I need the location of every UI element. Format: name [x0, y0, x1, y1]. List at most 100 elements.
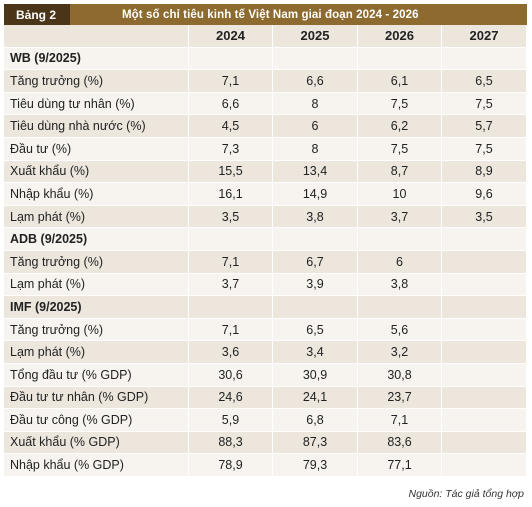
table-row: Tiêu dùng tư nhân (%) 6,6 8 7,5 7,5	[4, 92, 527, 116]
value-cell	[442, 341, 527, 364]
table-row: Nhập khẩu (% GDP) 78,9 79,3 77,1	[4, 454, 527, 477]
row-label: Xuất khẩu (% GDP)	[4, 431, 189, 455]
value-cell: 6,5	[273, 318, 358, 342]
value-cell: 6,2	[358, 115, 442, 138]
value-cell: 79,3	[273, 454, 358, 477]
value-cell: 30,9	[273, 363, 358, 387]
value-cell: 8	[273, 92, 358, 116]
value-cell: 24,6	[189, 386, 273, 410]
header-empty-cell	[4, 25, 189, 48]
value-cell: 7,1	[358, 409, 442, 432]
table-container: Bảng 2 Một số chỉ tiêu kinh tế Việt Nam …	[4, 4, 527, 477]
value-cell	[442, 273, 527, 297]
value-cell	[273, 228, 358, 251]
row-label: Tiêu dùng tư nhân (%)	[4, 92, 189, 116]
value-cell: 6,1	[358, 70, 442, 93]
row-label: Tăng trưởng (%)	[4, 70, 189, 93]
row-label: Nhập khẩu (% GDP)	[4, 454, 189, 477]
value-cell	[442, 47, 527, 71]
value-cell: 6,8	[273, 409, 358, 432]
value-cell	[442, 228, 527, 251]
value-cell: 16,1	[189, 183, 273, 206]
value-cell: 5,7	[442, 115, 527, 138]
group-label: IMF (9/2025)	[4, 296, 189, 319]
row-label: Đầu tư công (% GDP)	[4, 409, 189, 432]
row-label: Tăng trưởng (%)	[4, 250, 189, 274]
table-row: Tăng trưởng (%) 7,1 6,6 6,1 6,5	[4, 70, 527, 93]
value-cell: 30,8	[358, 363, 442, 387]
row-label: Đầu tư (%)	[4, 137, 189, 161]
table-title-bar: Bảng 2 Một số chỉ tiêu kinh tế Việt Nam …	[4, 4, 527, 25]
table-title: Một số chỉ tiêu kinh tế Việt Nam giai đo…	[122, 8, 419, 21]
group-label: ADB (9/2025)	[4, 228, 189, 251]
value-cell: 4,5	[189, 115, 273, 138]
table-row: Đầu tư tư nhân (% GDP) 24,6 24,1 23,7	[4, 386, 527, 410]
value-cell: 3,4	[273, 341, 358, 364]
value-cell: 5,9	[189, 409, 273, 432]
value-cell: 7,5	[358, 137, 442, 161]
value-cell: 13,4	[273, 160, 358, 184]
value-cell	[442, 363, 527, 387]
value-cell: 7,1	[189, 318, 273, 342]
value-cell: 15,5	[189, 160, 273, 184]
value-cell: 3,8	[358, 273, 442, 297]
table-row: Đầu tư công (% GDP) 5,9 6,8 7,1	[4, 409, 527, 432]
group-label: WB (9/2025)	[4, 47, 189, 71]
table-number-label: Bảng 2	[4, 4, 70, 25]
value-cell: 3,7	[358, 205, 442, 229]
value-cell	[189, 228, 273, 251]
table-row: Xuất khẩu (% GDP) 88,3 87,3 83,6	[4, 431, 527, 455]
value-cell: 6	[273, 115, 358, 138]
value-cell: 9,6	[442, 183, 527, 206]
value-cell: 6,6	[273, 70, 358, 93]
value-cell	[442, 318, 527, 342]
row-label: Đầu tư tư nhân (% GDP)	[4, 386, 189, 410]
table-row: Tăng trưởng (%) 7,1 6,7 6	[4, 250, 527, 274]
group-header-row: ADB (9/2025)	[4, 228, 527, 251]
value-cell: 6,6	[189, 92, 273, 116]
year-header: 2027	[442, 25, 527, 48]
value-cell: 5,6	[358, 318, 442, 342]
value-cell	[442, 296, 527, 319]
source-note: Nguồn: Tác giả tổng hợp	[408, 488, 524, 500]
table-row: Lạm phát (%) 3,6 3,4 3,2	[4, 341, 527, 364]
header-row: 2024 2025 2026 2027	[4, 25, 527, 48]
row-label: Tiêu dùng nhà nước (%)	[4, 115, 189, 138]
row-label: Lạm phát (%)	[4, 205, 189, 229]
value-cell: 7,5	[442, 92, 527, 116]
year-header: 2026	[358, 25, 442, 48]
value-cell	[358, 228, 442, 251]
value-cell: 6,5	[442, 70, 527, 93]
table-row: Tổng đầu tư (% GDP) 30,6 30,9 30,8	[4, 363, 527, 387]
value-cell: 87,3	[273, 431, 358, 455]
value-cell: 3,5	[442, 205, 527, 229]
value-cell: 6,7	[273, 250, 358, 274]
value-cell: 3,7	[189, 273, 273, 297]
data-table: 2024 2025 2026 2027 WB (9/2025) Tăng trưở…	[4, 25, 527, 477]
value-cell: 14,9	[273, 183, 358, 206]
table-row: Nhập khẩu (%) 16,1 14,9 10 9,6	[4, 183, 527, 206]
value-cell: 8,7	[358, 160, 442, 184]
value-cell: 83,6	[358, 431, 442, 455]
row-label: Tăng trưởng (%)	[4, 318, 189, 342]
value-cell: 7,3	[189, 137, 273, 161]
value-cell: 3,2	[358, 341, 442, 364]
row-label: Xuất khẩu (%)	[4, 160, 189, 184]
year-header: 2025	[273, 25, 358, 48]
value-cell	[442, 409, 527, 432]
table-row: Xuất khẩu (%) 15,5 13,4 8,7 8,9	[4, 160, 527, 184]
value-cell: 3,8	[273, 205, 358, 229]
value-cell: 7,5	[358, 92, 442, 116]
value-cell: 3,5	[189, 205, 273, 229]
row-label: Nhập khẩu (%)	[4, 183, 189, 206]
value-cell	[358, 296, 442, 319]
group-header-row: IMF (9/2025)	[4, 296, 527, 319]
value-cell	[442, 250, 527, 274]
value-cell: 78,9	[189, 454, 273, 477]
value-cell: 10	[358, 183, 442, 206]
value-cell: 3,6	[189, 341, 273, 364]
row-label: Lạm phát (%)	[4, 273, 189, 297]
value-cell: 3,9	[273, 273, 358, 297]
value-cell: 7,1	[189, 250, 273, 274]
value-cell: 6	[358, 250, 442, 274]
